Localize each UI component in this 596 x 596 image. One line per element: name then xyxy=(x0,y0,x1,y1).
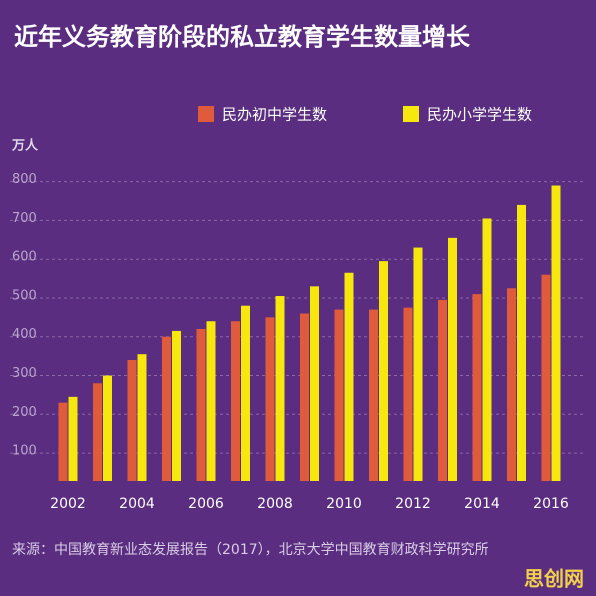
bar xyxy=(241,305,250,481)
bar xyxy=(472,294,482,481)
bar xyxy=(196,328,206,481)
x-tick-label: 2010 xyxy=(326,496,362,512)
bar xyxy=(172,330,181,481)
chart-title: 近年义务教育阶段的私立教育学生数量增长 xyxy=(14,23,471,51)
y-tick-label: 700 xyxy=(12,211,37,226)
bar xyxy=(507,288,516,481)
bar xyxy=(482,218,492,481)
bar xyxy=(58,402,68,481)
bar xyxy=(300,313,309,481)
legend-swatch xyxy=(403,106,419,122)
x-tick-label: 2014 xyxy=(464,496,500,512)
x-tick-label: 2004 xyxy=(119,496,155,512)
bar xyxy=(517,204,526,481)
bar xyxy=(541,274,551,481)
y-unit: 万人 xyxy=(11,138,39,154)
bar xyxy=(265,317,275,481)
legend-label: 民办小学学生数 xyxy=(427,106,532,124)
y-tick-label: 600 xyxy=(12,250,37,265)
bar xyxy=(344,272,354,481)
bar xyxy=(403,307,413,481)
x-tick-label: 2006 xyxy=(188,496,224,512)
bar xyxy=(137,354,147,481)
x-tick-label: 2002 xyxy=(50,496,86,512)
legend-swatch xyxy=(198,106,214,122)
bar xyxy=(369,309,378,481)
bar xyxy=(310,286,319,481)
x-tick-label: 2008 xyxy=(257,496,293,512)
bar xyxy=(334,309,344,481)
x-tick-label: 2012 xyxy=(395,496,431,512)
y-tick-label: 200 xyxy=(12,405,37,420)
legend-label: 民办初中学生数 xyxy=(222,106,327,124)
bar xyxy=(127,360,137,481)
source: 来源：中国教育新业态发展报告（2017），北京大学中国教育财政科学研究所 xyxy=(12,542,489,558)
bar xyxy=(275,296,285,481)
bar xyxy=(379,261,388,481)
bar xyxy=(206,321,216,481)
bar xyxy=(162,336,171,481)
y-tick-label: 500 xyxy=(12,288,37,303)
bar xyxy=(93,383,102,481)
y-tick-label: 400 xyxy=(12,327,37,342)
bar xyxy=(413,247,423,481)
bar xyxy=(448,237,457,481)
y-tick-label: 800 xyxy=(12,172,37,187)
y-tick-label: 100 xyxy=(12,444,37,459)
x-tick-label: 2016 xyxy=(533,496,569,512)
bar xyxy=(551,185,561,481)
bar xyxy=(231,321,240,481)
bar xyxy=(438,299,447,481)
bar xyxy=(103,375,112,481)
watermark: 思创网 xyxy=(524,567,584,591)
bar xyxy=(68,396,78,481)
y-tick-label: 300 xyxy=(12,366,37,381)
